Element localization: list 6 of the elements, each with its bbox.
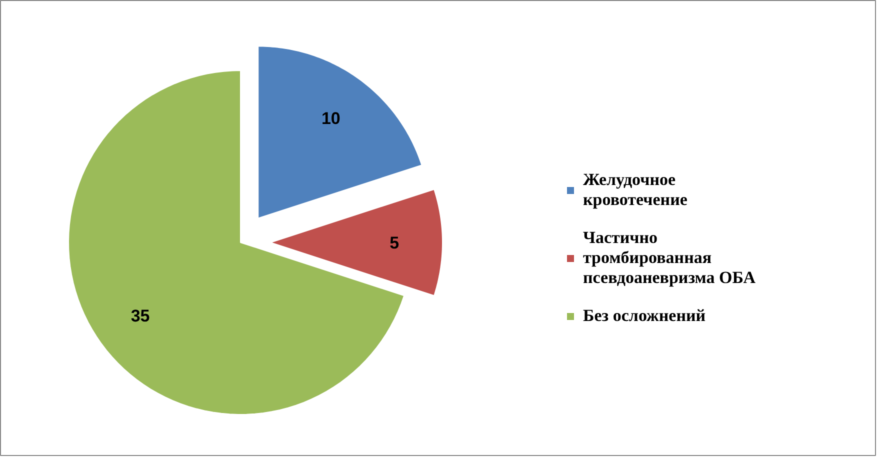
legend-label: Без осложнений xyxy=(583,306,706,326)
legend-label: Желудочное кровотечение xyxy=(583,170,688,210)
data-label: 35 xyxy=(130,306,150,326)
data-label: 5 xyxy=(390,234,400,252)
legend-label: Частично тромбированная псевдоаневризма ОБА xyxy=(583,228,756,288)
data-label: 10 xyxy=(321,109,340,128)
